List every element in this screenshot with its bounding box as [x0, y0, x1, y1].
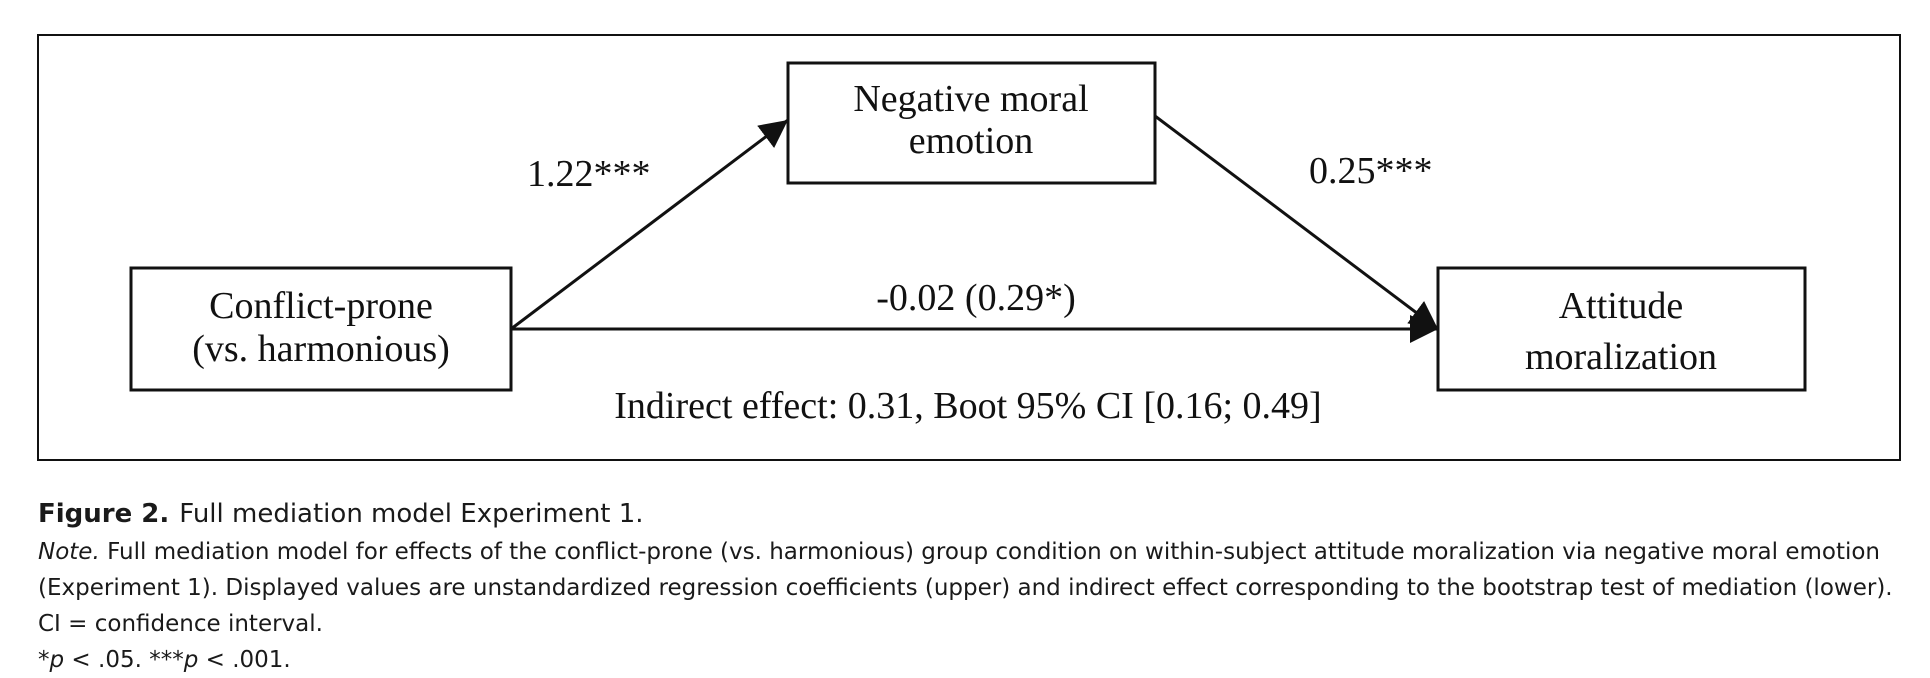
sig2-star: *** — [149, 647, 184, 673]
note-label: Note. — [38, 539, 100, 565]
mediator-label-line1: Negative moral — [853, 78, 1088, 120]
figure-title-text: Full mediation model Experiment 1. — [179, 499, 644, 529]
path-b-arrow — [1154, 114, 1439, 331]
figure-title: Figure 2. Full mediation model Experiment… — [38, 496, 1898, 532]
sig2-rest: < .001. — [198, 647, 291, 673]
sig1-rest: < .05. — [64, 647, 150, 673]
sig2-p: p — [183, 647, 199, 673]
outcome-box — [1436, 266, 1807, 392]
path-a-arrow — [510, 118, 789, 331]
path-a-coefficient: 1.22*** — [527, 153, 651, 195]
diagram-frame — [37, 34, 1901, 461]
figure-note: Note. Full mediation model for effects o… — [38, 534, 1898, 642]
figure-label: Figure 2. — [38, 499, 170, 529]
significance-note: *p < .05. ***p < .001. — [38, 642, 1898, 678]
predictor-label-line1: Conflict-prone — [209, 285, 433, 327]
path-c-coefficient: -0.02 (0.29*) — [876, 277, 1075, 319]
mediator-label-line2: emotion — [909, 120, 1034, 162]
predictor-label-line2: (vs. harmonious) — [192, 328, 450, 370]
outcome-label-line2: moralization — [1525, 336, 1717, 378]
outcome-label-line1: Attitude — [1559, 285, 1684, 327]
sig1-p: p — [49, 647, 65, 673]
indirect-effect-label: Indirect effect: 0.31, Boot 95% CI [0.16… — [614, 385, 1321, 427]
note-text: Full mediation model for effects of the … — [38, 539, 1893, 637]
predictor-box — [129, 266, 513, 392]
sig1-star: * — [38, 647, 50, 673]
mediator-box — [786, 61, 1157, 185]
mediation-diagram: Conflict-prone (vs. harmonious) Negative… — [37, 34, 1901, 461]
figure-caption: Figure 2. Full mediation model Experiment… — [38, 496, 1898, 678]
path-b-coefficient: 0.25*** — [1309, 150, 1433, 192]
